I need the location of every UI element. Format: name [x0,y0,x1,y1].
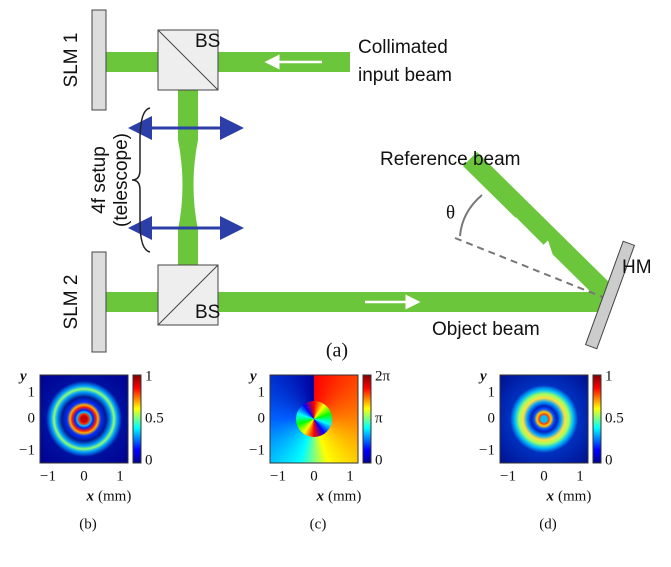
brace [132,108,150,252]
colorbar-tick-label: 0.5 [145,410,164,426]
input-beam-label: input beam [358,65,452,86]
x-axis-label: x [546,488,555,504]
y-axis-label: y [18,368,27,384]
y-tick-label: −1 [479,442,495,458]
telescope-beam [178,90,198,265]
x-tick-label: −1 [270,468,286,484]
telescope-label: (telescope) [111,133,132,227]
x-tick-label: −1 [40,468,56,484]
diagram: SLM 1 SLM 2 BS BS Collimated input beam … [0,0,671,567]
y-tick-label: −1 [19,442,35,458]
reference-beam-label: Reference beam [380,149,520,170]
colorbar-frame [593,375,601,463]
colorbar-tick-label: 1 [145,368,153,384]
x-tick-label: −1 [500,468,516,484]
bs-label: BS [195,31,220,52]
x-tick-label: 1 [346,468,354,484]
panel-label: (a) [326,340,348,362]
colorbar-frame [133,375,141,463]
x-axis-label: x [86,488,95,504]
x-tick-label: 1 [116,468,124,484]
colorbar-tick-label: 0 [375,452,383,468]
telescope-label: 4f setup [89,146,110,214]
x-tick-label: 0 [80,468,88,484]
mirror-label: HM [622,257,652,278]
colorbar-tick-label: 0.5 [605,410,624,426]
y-tick-label: 0 [28,410,36,426]
colorbar-tick-label: π [375,410,383,426]
colorbar-frame [363,375,371,463]
colorbar-tick-label: 0 [145,452,153,468]
colorbar-tick-label: 1 [605,368,613,384]
x-axis-unit: (mm) [98,488,131,504]
colorbar-tick-label: 0 [605,452,613,468]
image-frame [500,375,588,463]
slm-label: SLM 2 [61,275,82,330]
slm-label: SLM 1 [61,33,82,88]
y-tick-label: 0 [488,410,496,426]
y-axis-label: y [478,368,487,384]
y-axis-label: y [248,368,257,384]
slm [92,10,106,110]
angle-label: θ [446,202,455,223]
panel-label: (d) [539,516,557,532]
x-tick-label: 0 [540,468,548,484]
object-beam-label: Object beam [432,319,540,340]
input-beam-label: Collimated [358,37,448,58]
panel-label: (c) [310,516,327,532]
x-tick-label: 1 [576,468,584,484]
y-tick-label: 1 [28,384,36,400]
image-frame [40,375,128,463]
y-tick-label: 1 [488,384,496,400]
x-axis-label: x [316,488,325,504]
x-axis-unit: (mm) [558,488,591,504]
reference-beam-path [463,152,617,304]
bs-label: BS [195,302,220,323]
x-axis-unit: (mm) [328,488,361,504]
y-tick-label: −1 [249,442,265,458]
y-tick-label: 0 [258,410,266,426]
panel-label: (b) [79,516,97,532]
y-tick-label: 1 [258,384,266,400]
colorbar-tick-label: 2π [375,368,391,384]
figure: SLM 1 SLM 2 BS BS Collimated input beam … [0,0,671,567]
image-frame [270,375,358,463]
x-tick-label: 0 [310,468,318,484]
slm [92,252,106,352]
angle-arc [460,195,482,236]
